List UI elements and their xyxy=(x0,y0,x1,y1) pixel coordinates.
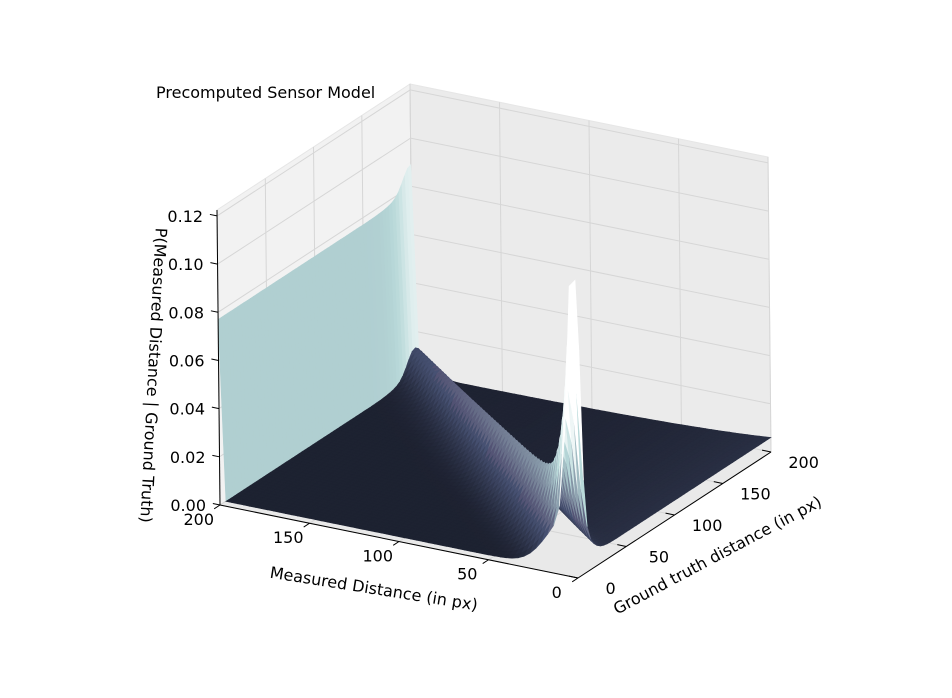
z-tick-label: 0.10 xyxy=(168,255,204,274)
grid-line-z xyxy=(216,89,769,217)
z-tick-label: 0.04 xyxy=(169,400,205,419)
x-tick xyxy=(482,559,489,564)
y-tick-label: 200 xyxy=(788,453,819,472)
y-tick-label: 150 xyxy=(740,484,771,503)
y-tick-label: 50 xyxy=(649,547,669,566)
z-tick-label: 0.00 xyxy=(170,496,206,515)
y-tick-label: 100 xyxy=(692,516,723,535)
x-tick xyxy=(213,504,221,510)
z-tick-label: 0.12 xyxy=(167,207,203,226)
z-tick xyxy=(212,503,221,506)
x-tick-label: 0 xyxy=(552,583,562,602)
z-axis-label: P(Measured Distance | Ground Truth) xyxy=(136,227,170,523)
z-tick xyxy=(210,310,219,313)
z-tick-label: 0.02 xyxy=(170,448,206,467)
z-tick xyxy=(211,358,219,361)
x-tick-label: 100 xyxy=(362,546,393,565)
x-axis-label: Measured Distance (in px) xyxy=(269,563,479,615)
grid-line-z xyxy=(217,137,769,265)
z-tick-label: 0.06 xyxy=(169,351,205,370)
z-tick-label: 0.08 xyxy=(168,303,204,322)
z-tick xyxy=(209,213,218,217)
surface-plot xyxy=(217,163,772,559)
x-tick-label: 150 xyxy=(273,528,304,547)
y-tick-label: 0 xyxy=(606,579,616,598)
chart-title: Precomputed Sensor Model xyxy=(156,83,375,102)
z-tick xyxy=(211,406,220,410)
x-tick-label: 50 xyxy=(457,565,477,584)
x-tick xyxy=(303,522,310,528)
z-tick xyxy=(212,454,220,458)
x-tick xyxy=(571,577,579,583)
z-tick xyxy=(210,262,218,265)
x-tick xyxy=(392,541,400,546)
